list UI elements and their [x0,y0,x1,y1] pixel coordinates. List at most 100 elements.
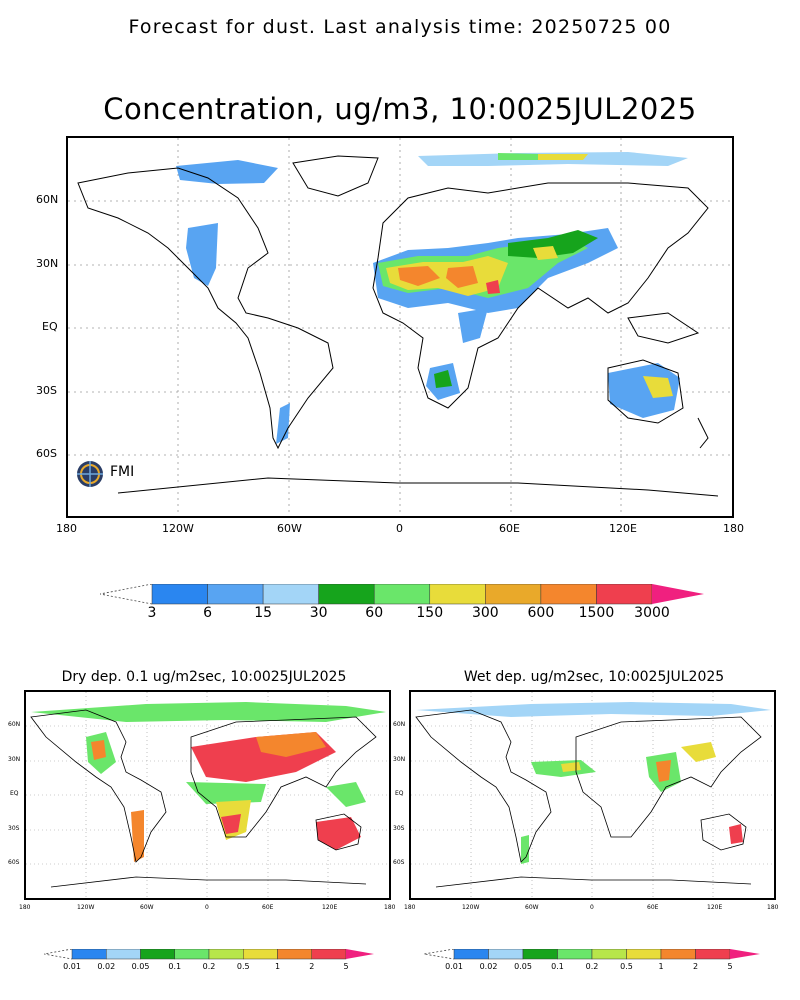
wet-lat-tick-30n: 30N [393,756,406,763]
colorbar-segment [485,584,542,605]
colorbar-label: 0.01 [445,962,463,971]
lon-tick-120w: 120W [162,522,194,535]
colorbar-segment [591,949,627,960]
colorbar-label: 0.02 [479,962,498,971]
colorbar-under-arrow [424,949,455,960]
concentration-map [66,136,734,518]
colorbar-segment [277,949,312,960]
colorbar-under-arrow [100,584,153,605]
colorbar-label: 2 [692,962,699,971]
wet-lon-tick-180w: 180 [404,904,416,911]
concentration-map-title: Concentration, ug/m3, 10:0025JUL2025 [103,92,697,126]
wet-lat-tick-eq: EQ [395,790,404,797]
wet-lon-tick-0: 0 [590,904,594,911]
dry-lat-tick-eq: EQ [10,790,19,797]
colorbar-label: 0.05 [131,962,150,971]
colorbar-over-arrow [346,949,374,959]
dry-lat-tick-30s: 30S [8,825,20,832]
colorbar-segment [207,584,264,605]
dust-concentration-field [176,152,688,444]
lon-tick-0: 0 [396,522,403,535]
colorbar-label: 0.5 [620,962,633,971]
wet-dep-map-title: Wet dep. ug/m2sec, 10:0025JUL2025 [463,669,725,685]
colorbar-segment [429,584,486,605]
dry-lon-tick-180e: 180 [384,904,396,911]
colorbar-label: 30 [309,605,328,621]
colorbar-segment [596,584,653,605]
wet-lon-tick-120w: 120W [462,904,480,911]
colorbar-label: 0.1 [168,962,182,971]
lat-tick-30s: 30S [36,384,57,397]
colorbar-segment [151,584,208,605]
colorbar-segment [695,949,731,960]
colorbar-segment [208,949,244,960]
colorbar-label: 0.05 [514,962,532,971]
colorbar-segment [243,949,278,960]
colorbar-label: 300 [471,605,499,621]
colorbar-label: 5 [727,962,733,971]
wet-lon-tick-180e: 180 [767,904,779,911]
colorbar-label: 0.2 [202,962,216,971]
dry-lat-tick-30n: 30N [8,756,21,763]
fmi-logo [77,461,103,487]
dry-lon-tick-60w: 60W [140,904,154,911]
dry-lat-tick-60n: 60N [8,721,21,728]
lon-tick-60e: 60E [499,522,520,535]
dry-deposition-field [31,702,386,862]
wet-lon-tick-120e: 120E [707,904,723,911]
dry-lon-tick-0: 0 [205,904,209,911]
lon-tick-60w: 60W [277,522,302,535]
dry-deposition-colorbar [44,949,374,960]
dry-deposition-map [24,690,391,900]
colorbar-segment [626,949,662,960]
colorbar-label: 2 [309,962,315,971]
colorbar-segment [453,949,489,960]
colorbar-segment [71,949,107,960]
colorbar-segment [373,584,431,605]
colorbar-label: 3 [147,605,157,621]
colorbar-under-arrow [44,949,73,960]
colorbar-label: 150 [416,605,444,621]
fmi-logo-text: FMI [110,464,135,480]
colorbar-over-arrow [652,584,704,604]
wet-lon-tick-60w: 60W [525,904,539,911]
lat-tick-60n: 60N [36,193,59,206]
lat-tick-60s: 60S [36,447,57,460]
colorbar-label: 6 [203,605,213,621]
colorbar-label: 1 [658,962,664,971]
colorbar-label: 1500 [578,605,615,621]
dry-lon-tick-120e: 120E [322,904,338,911]
dry-lat-tick-60s: 60S [8,859,20,866]
colorbar-segment [557,949,593,960]
colorbar-segment [660,949,696,960]
colorbar-segment [311,949,347,960]
colorbar-over-arrow [730,949,760,959]
colorbar-segment [540,584,597,605]
dry-lon-tick-120w: 120W [77,904,95,911]
colorbar-segment [140,949,175,960]
colorbar-segment [174,949,210,960]
wet-lat-tick-60s: 60S [393,859,405,866]
map-gridlines [68,138,732,516]
dry-lon-tick-180w: 180 [19,904,31,911]
colorbar-label: 0.02 [97,962,116,971]
lat-tick-eq: EQ [42,320,58,333]
colorbar-label: 15 [254,605,273,621]
colorbar-label: 5 [343,962,349,971]
colorbar-segment [106,949,141,960]
lon-tick-180e: 180 [723,522,744,535]
wet-deposition-colorbar [424,949,760,960]
wet-lat-tick-30s: 30S [393,825,405,832]
colorbar-label: 0.5 [236,962,250,971]
wet-deposition-field [416,702,771,864]
colorbar-segment [522,949,558,960]
colorbar-segment [318,584,375,605]
lon-tick-120e: 120E [609,522,637,535]
wet-lon-tick-60e: 60E [647,904,659,911]
forecast-suptitle: Forecast for dust. Last analysis time: 2… [128,16,672,38]
lat-tick-30n: 30N [36,257,59,270]
colorbar-label: 0.2 [585,962,599,971]
colorbar-label: 3000 [634,605,670,621]
concentration-colorbar [100,584,704,605]
wet-lat-tick-60n: 60N [393,721,406,728]
